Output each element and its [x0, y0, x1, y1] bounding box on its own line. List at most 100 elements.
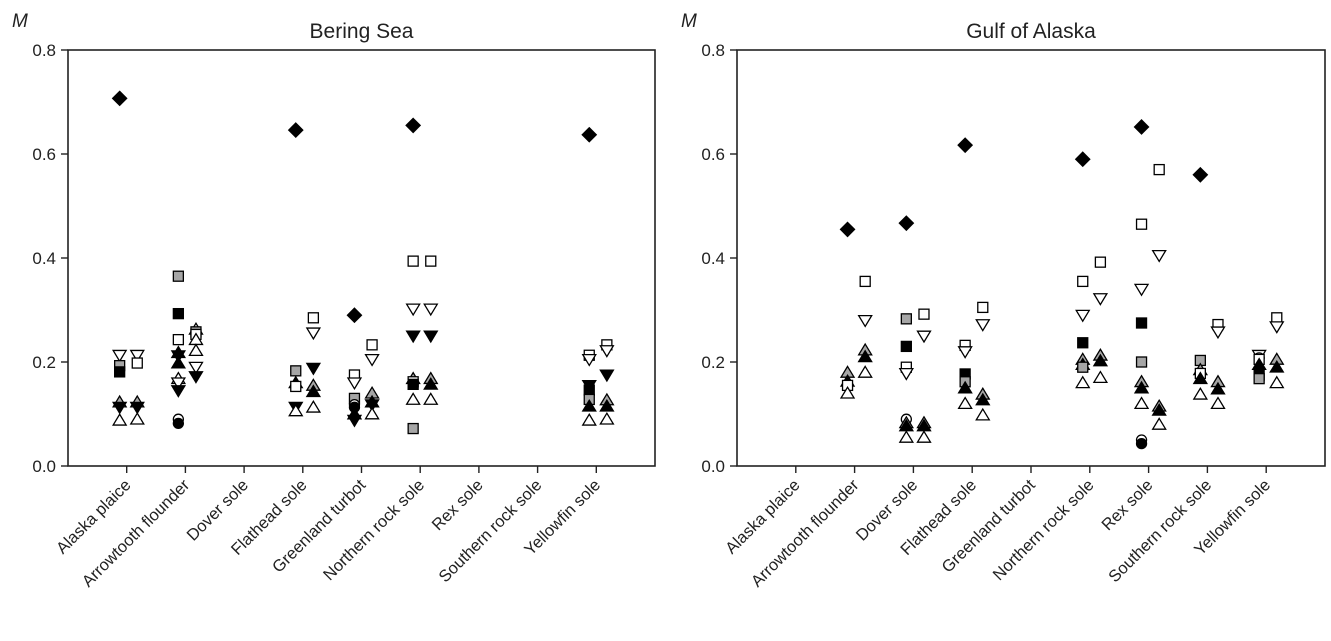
x-tick-label: Rex sole	[429, 476, 487, 534]
triangle-up-marker	[1192, 371, 1208, 385]
square-marker	[366, 339, 378, 351]
triangle-down-marker	[364, 353, 380, 367]
y-axis-label: M	[681, 11, 697, 32]
square-marker	[407, 422, 419, 435]
triangle-up-marker	[1269, 375, 1285, 389]
square-marker	[407, 255, 419, 267]
square-marker	[859, 275, 871, 288]
triangle-up-marker	[581, 412, 597, 426]
triangle-up-marker	[839, 385, 856, 399]
triangle-down-marker	[188, 371, 204, 384]
y-tick-label: 0.2	[701, 353, 725, 372]
chart-title: Bering Sea	[310, 20, 414, 43]
triangle-down-marker	[405, 303, 421, 317]
triangle-up-marker	[1133, 380, 1150, 394]
diamond-marker	[287, 122, 304, 138]
triangle-up-marker	[857, 349, 873, 363]
x-tick-label: Rex sole	[1098, 476, 1156, 534]
square-marker	[1135, 218, 1148, 230]
triangle-down-marker	[898, 367, 914, 381]
triangle-up-marker	[916, 430, 932, 443]
triangle-up-marker	[1192, 386, 1208, 400]
y-tick-label: 0.8	[701, 41, 725, 60]
square-marker	[172, 270, 185, 282]
y-tick-label: 0.4	[32, 249, 56, 268]
y-tick-label: 0.2	[32, 353, 56, 372]
triangle-down-marker	[975, 319, 991, 332]
triangle-up-marker	[188, 343, 204, 357]
diamond-marker	[1133, 119, 1150, 135]
x-tick-label: Northern rock sole	[990, 476, 1098, 584]
plot-frame	[736, 49, 1326, 467]
triangle-up-marker	[364, 406, 380, 420]
triangle-up-marker	[1133, 396, 1150, 410]
square-marker	[407, 378, 419, 391]
square-marker	[1094, 256, 1107, 268]
square-marker	[131, 357, 143, 369]
triangle-down-marker	[112, 349, 128, 363]
data-points	[839, 119, 1285, 450]
diamond-marker	[957, 137, 974, 154]
diamond-marker	[898, 215, 915, 232]
triangle-down-marker	[170, 385, 187, 398]
triangle-up-marker	[1210, 381, 1226, 395]
triangle-up-marker	[1269, 359, 1285, 373]
triangle-up-marker	[1075, 375, 1091, 389]
triangle-up-marker	[423, 377, 439, 390]
triangle-up-marker	[975, 392, 991, 406]
triangle-down-marker	[170, 377, 187, 391]
triangle-down-marker	[346, 414, 363, 428]
triangle-up-marker	[1092, 353, 1109, 367]
square-marker	[114, 366, 126, 378]
triangle-up-marker	[581, 398, 597, 412]
circle-marker	[172, 417, 185, 430]
chart-title: Gulf of Alaska	[966, 20, 1096, 43]
square-marker	[1153, 163, 1165, 176]
square-marker	[425, 255, 437, 267]
triangle-up-marker	[305, 384, 322, 398]
x-tick-label: Northern rock sole	[320, 476, 428, 584]
square-marker	[1077, 337, 1089, 349]
y-tick-label: 0.4	[701, 249, 725, 268]
diamond-marker	[1074, 151, 1091, 168]
square-marker	[1077, 275, 1089, 288]
triangle-down-marker	[305, 327, 322, 341]
triangle-down-marker	[423, 330, 439, 344]
square-marker	[172, 333, 185, 346]
triangle-down-marker	[1151, 249, 1167, 263]
y-tick-label: 0.0	[32, 457, 56, 476]
diamond-marker	[839, 221, 856, 238]
triangle-down-marker	[1133, 283, 1150, 297]
data-points	[111, 90, 615, 435]
y-tick-label: 0.0	[701, 457, 725, 476]
square-marker	[1253, 372, 1265, 385]
triangle-down-marker	[957, 346, 973, 359]
square-marker	[1135, 317, 1148, 329]
x-tick-label: Arrowtooth flounder	[748, 476, 863, 591]
triangle-down-marker	[599, 345, 615, 358]
triangle-up-marker	[129, 411, 145, 425]
triangle-down-marker	[1210, 326, 1226, 340]
triangle-up-marker	[305, 399, 322, 413]
square-marker	[307, 312, 320, 324]
triangle-down-marker	[1075, 309, 1091, 323]
x-tick-label: Southern rock sole	[1105, 476, 1215, 586]
triangle-down-marker	[364, 399, 380, 412]
diamond-marker	[1192, 166, 1209, 183]
triangle-down-marker	[581, 353, 597, 367]
triangle-up-marker	[957, 396, 973, 410]
triangle-up-marker	[423, 392, 439, 405]
triangle-down-marker	[346, 377, 363, 391]
square-marker	[583, 384, 595, 396]
triangle-down-marker	[857, 314, 873, 328]
square-marker	[900, 340, 912, 353]
triangle-up-marker	[1210, 396, 1226, 410]
triangle-down-marker	[423, 303, 439, 317]
diamond-marker	[581, 126, 598, 143]
triangle-up-marker	[857, 365, 873, 378]
square-marker	[290, 365, 302, 377]
diamond-marker	[405, 117, 422, 134]
